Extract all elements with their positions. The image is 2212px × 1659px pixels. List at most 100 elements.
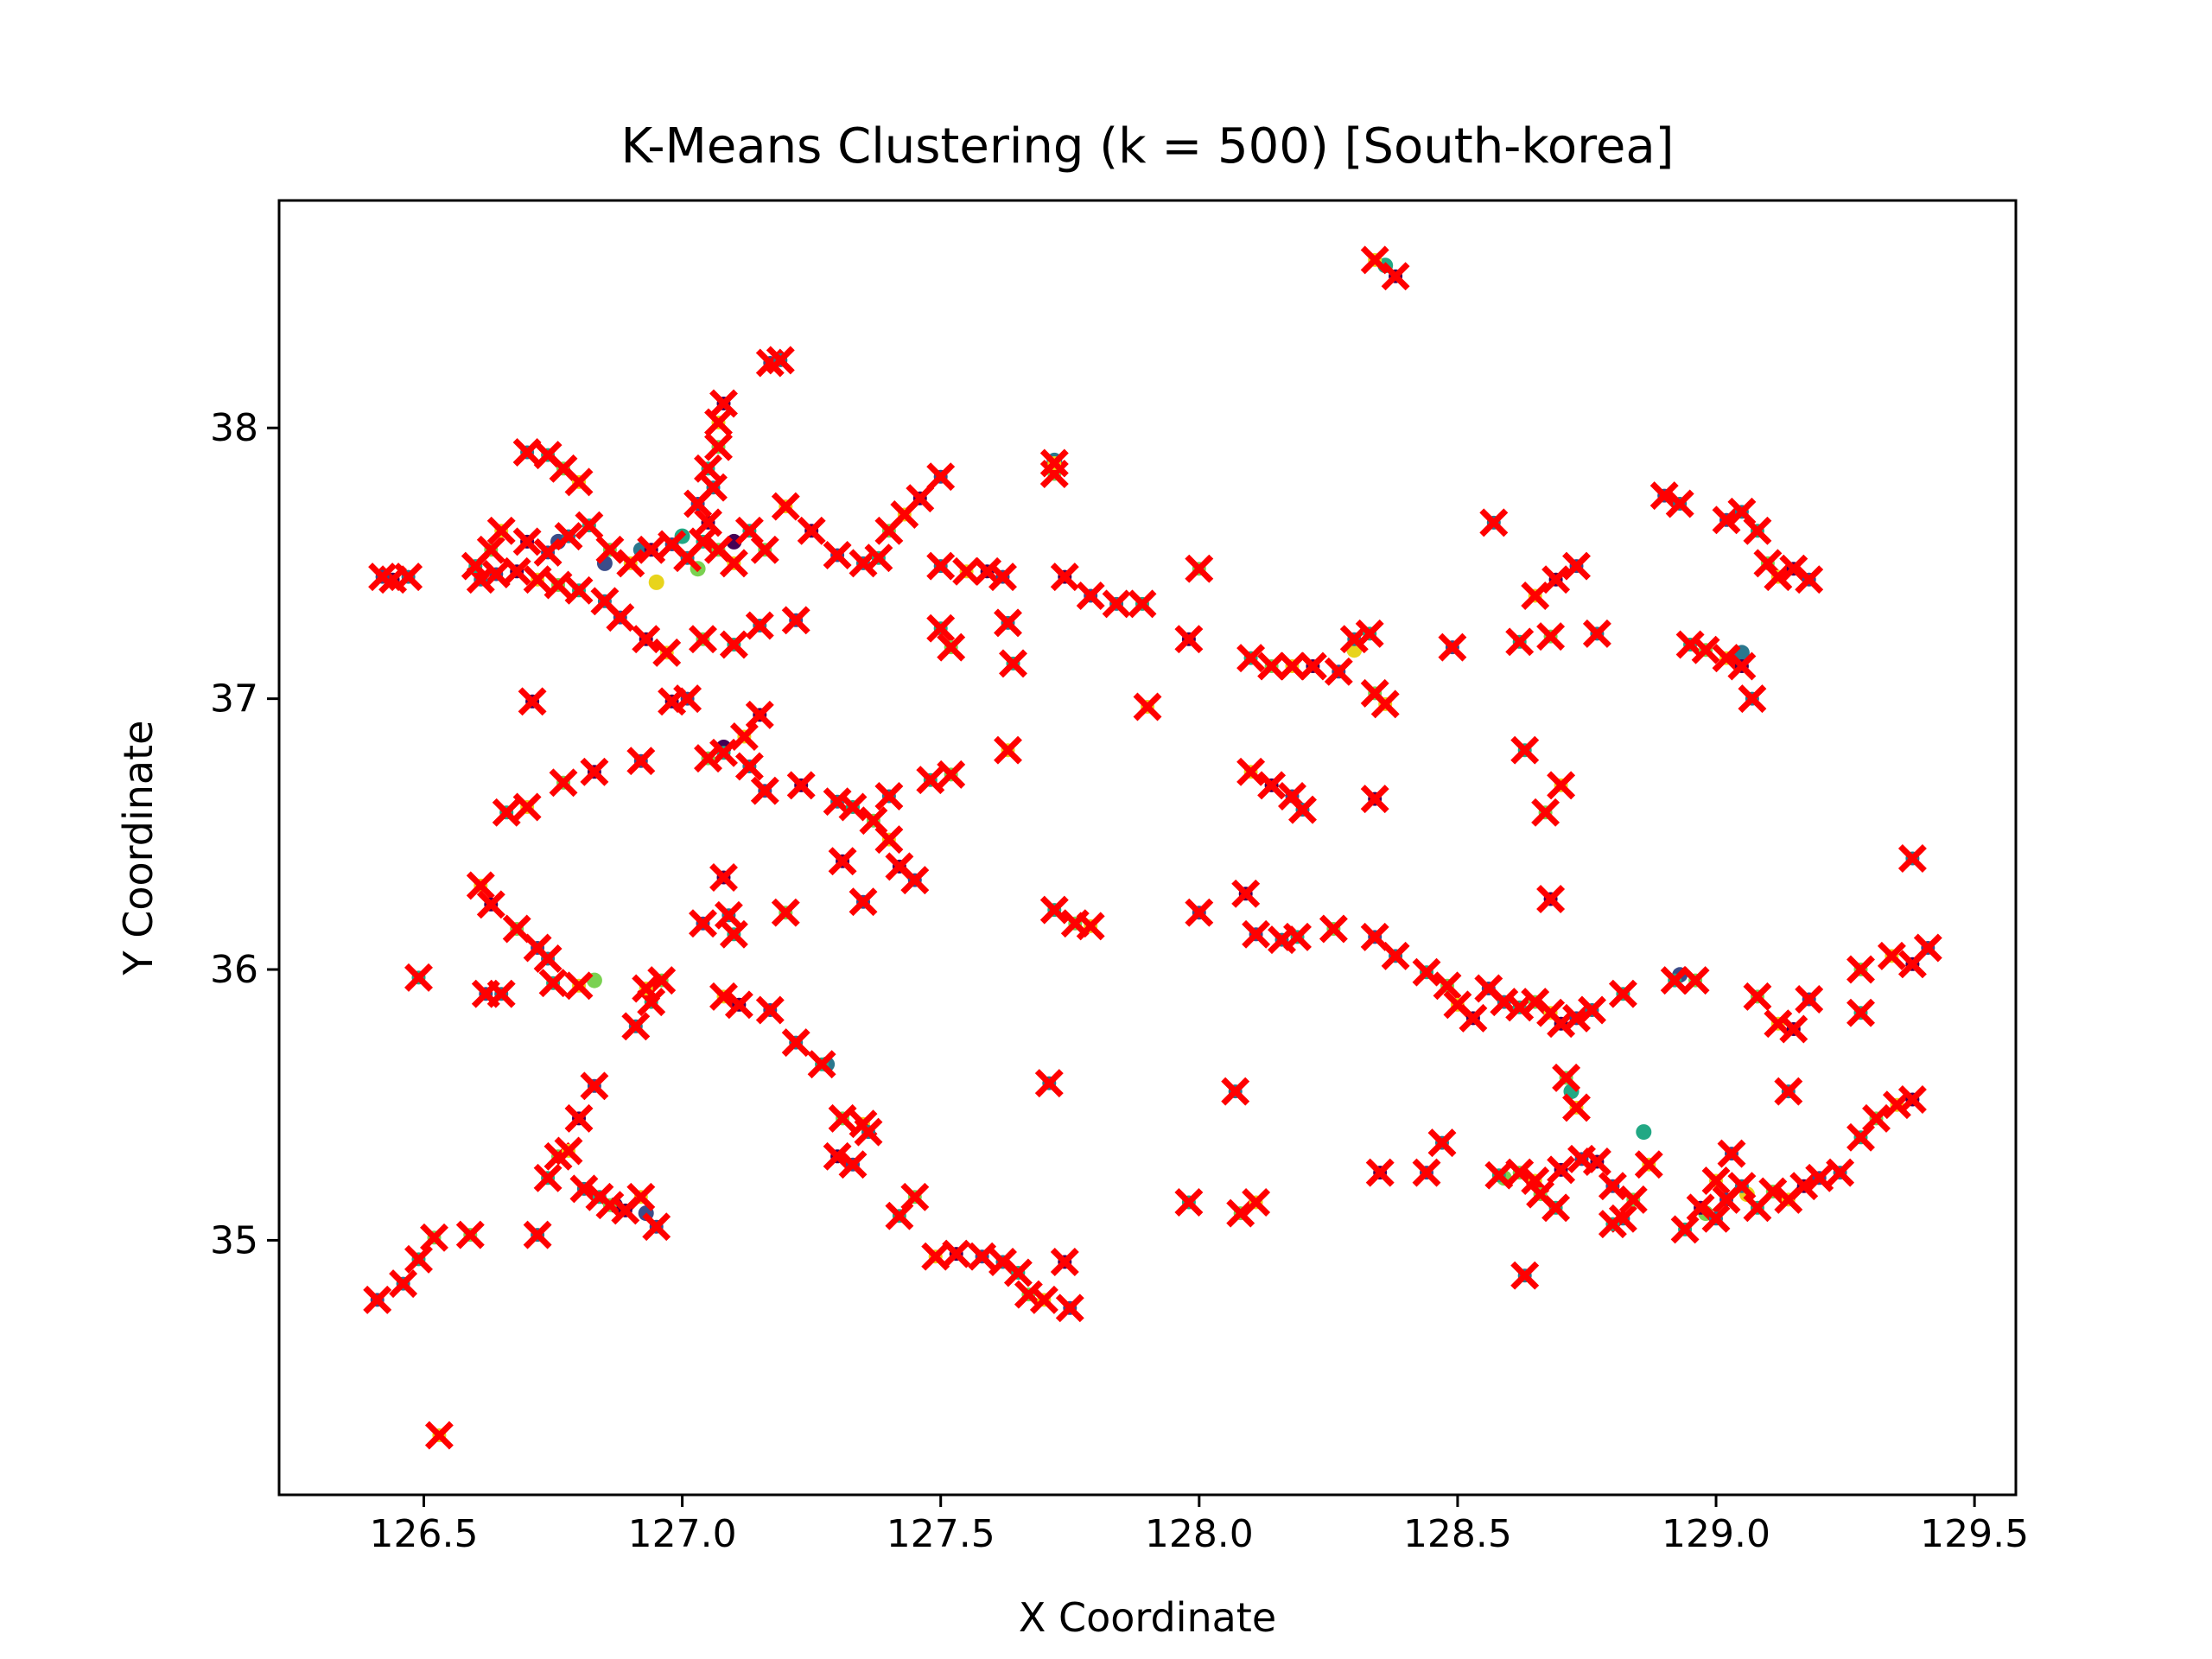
centroid-marker [595, 535, 625, 564]
centroid-marker [1552, 1063, 1581, 1092]
centroid-marker [766, 346, 795, 375]
centroid-marker [1701, 1204, 1731, 1233]
centroid-marker [849, 887, 878, 917]
centroid-marker [771, 492, 800, 521]
centroid-marker [1727, 1172, 1757, 1201]
y-axis-label: Y Coordinate [115, 721, 162, 976]
y-tick-label: 36 [210, 948, 258, 992]
centroid-marker [854, 1117, 883, 1147]
x-axis-label: X Coordinate [1019, 1594, 1276, 1641]
centroid-marker [1598, 1210, 1627, 1239]
centroid-marker [1686, 1193, 1715, 1223]
centroid-marker [1050, 563, 1079, 592]
centroid-marker [999, 649, 1027, 678]
centroid-marker [1102, 589, 1131, 619]
centroid-marker [1510, 1261, 1540, 1290]
centroid-marker [549, 768, 578, 798]
centroid-marker [1547, 771, 1576, 800]
centroid-marker [719, 549, 748, 578]
centroid-marker [1427, 1128, 1457, 1158]
centroid-marker [363, 1285, 392, 1314]
centroid-marker [1547, 1155, 1576, 1185]
centroid-marker [394, 563, 423, 592]
centroid-marker [1039, 895, 1069, 925]
centroid-marker [838, 792, 868, 822]
centroid-marker [1847, 998, 1875, 1027]
centroid-marker [1562, 1093, 1591, 1122]
chart-title: K-Means Clustering (k = 500) [South-kore… [620, 118, 1674, 175]
centroid-marker [1526, 1179, 1555, 1209]
centroid-marker [1319, 914, 1348, 944]
centroid-marker [1691, 635, 1720, 664]
centroid-marker [533, 537, 563, 567]
centroid-marker [1521, 988, 1550, 1017]
centroid-marker [466, 871, 495, 900]
centroid-marker [1847, 955, 1875, 984]
centroid-marker [1283, 922, 1312, 951]
centroid-marker [1712, 644, 1741, 673]
centroid-marker [637, 535, 666, 564]
centroid-marker [714, 900, 743, 930]
centroid-marker [1298, 652, 1327, 681]
centroid-marker [750, 535, 779, 564]
centroid-marker [575, 511, 604, 540]
centroid-marker [1226, 1198, 1255, 1228]
centroid-marker [694, 454, 722, 483]
centroid-marker [1076, 582, 1105, 610]
centroid-marker [994, 735, 1022, 765]
data-point [1636, 1124, 1652, 1141]
centroid-marker [807, 1050, 836, 1079]
centroid-marker [781, 606, 810, 635]
centroid-marker [1531, 798, 1560, 827]
centroid-marker [1479, 508, 1509, 537]
centroid-marker [828, 1103, 857, 1133]
centroid-marker [926, 462, 956, 492]
centroid-marker [1128, 589, 1157, 619]
centroid-marker [694, 508, 722, 537]
centroid-marker [1774, 1077, 1803, 1106]
centroid-marker [1578, 995, 1606, 1025]
centroid-marker [476, 535, 505, 564]
centroid-marker [1795, 565, 1824, 594]
data-point [648, 574, 664, 590]
centroid-marker [1236, 757, 1266, 786]
centroid-marker [606, 603, 635, 632]
centroid-marker [626, 747, 656, 776]
centroid-marker [1370, 690, 1400, 719]
centroid-marker [1877, 941, 1906, 970]
centroid-marker [694, 744, 722, 773]
centroid-marker [1055, 1294, 1084, 1323]
centroid-marker [1805, 1163, 1834, 1192]
centroid-marker [994, 608, 1022, 638]
centroid-marker [1505, 627, 1535, 657]
centroid-marker [1242, 1188, 1271, 1217]
centroid-marker [1660, 966, 1689, 995]
centroid-marker [988, 1248, 1017, 1276]
centroid-marker [1618, 1185, 1648, 1214]
centroid-marker [1412, 957, 1441, 987]
centroid-marker [590, 587, 620, 616]
x-tick-label: 127.0 [628, 1512, 737, 1556]
x-tick-label: 129.0 [1662, 1512, 1770, 1556]
centroid-marker [368, 563, 397, 592]
centroid-marker [642, 1212, 671, 1242]
centroid-marker [533, 944, 563, 973]
centroid-marker [523, 565, 552, 594]
centroid-marker [988, 563, 1017, 592]
centroid-marker [564, 467, 594, 497]
centroid-marker [518, 687, 547, 716]
centroid-marker [1826, 1158, 1855, 1187]
centroid-marker [1717, 1139, 1746, 1168]
centroid-marker [745, 611, 774, 640]
y-tick-label: 37 [210, 677, 258, 721]
centroid-marker [1536, 622, 1566, 652]
x-tick-label: 129.5 [1920, 1512, 2029, 1556]
centroid-marker [1505, 1158, 1535, 1187]
centroid-marker [937, 760, 966, 789]
centroid-marker [1242, 919, 1271, 949]
x-tick-label: 128.5 [1403, 1512, 1512, 1556]
centroid-marker [486, 516, 516, 545]
centroid-marker [719, 630, 748, 659]
centroid-marker [1257, 652, 1287, 681]
